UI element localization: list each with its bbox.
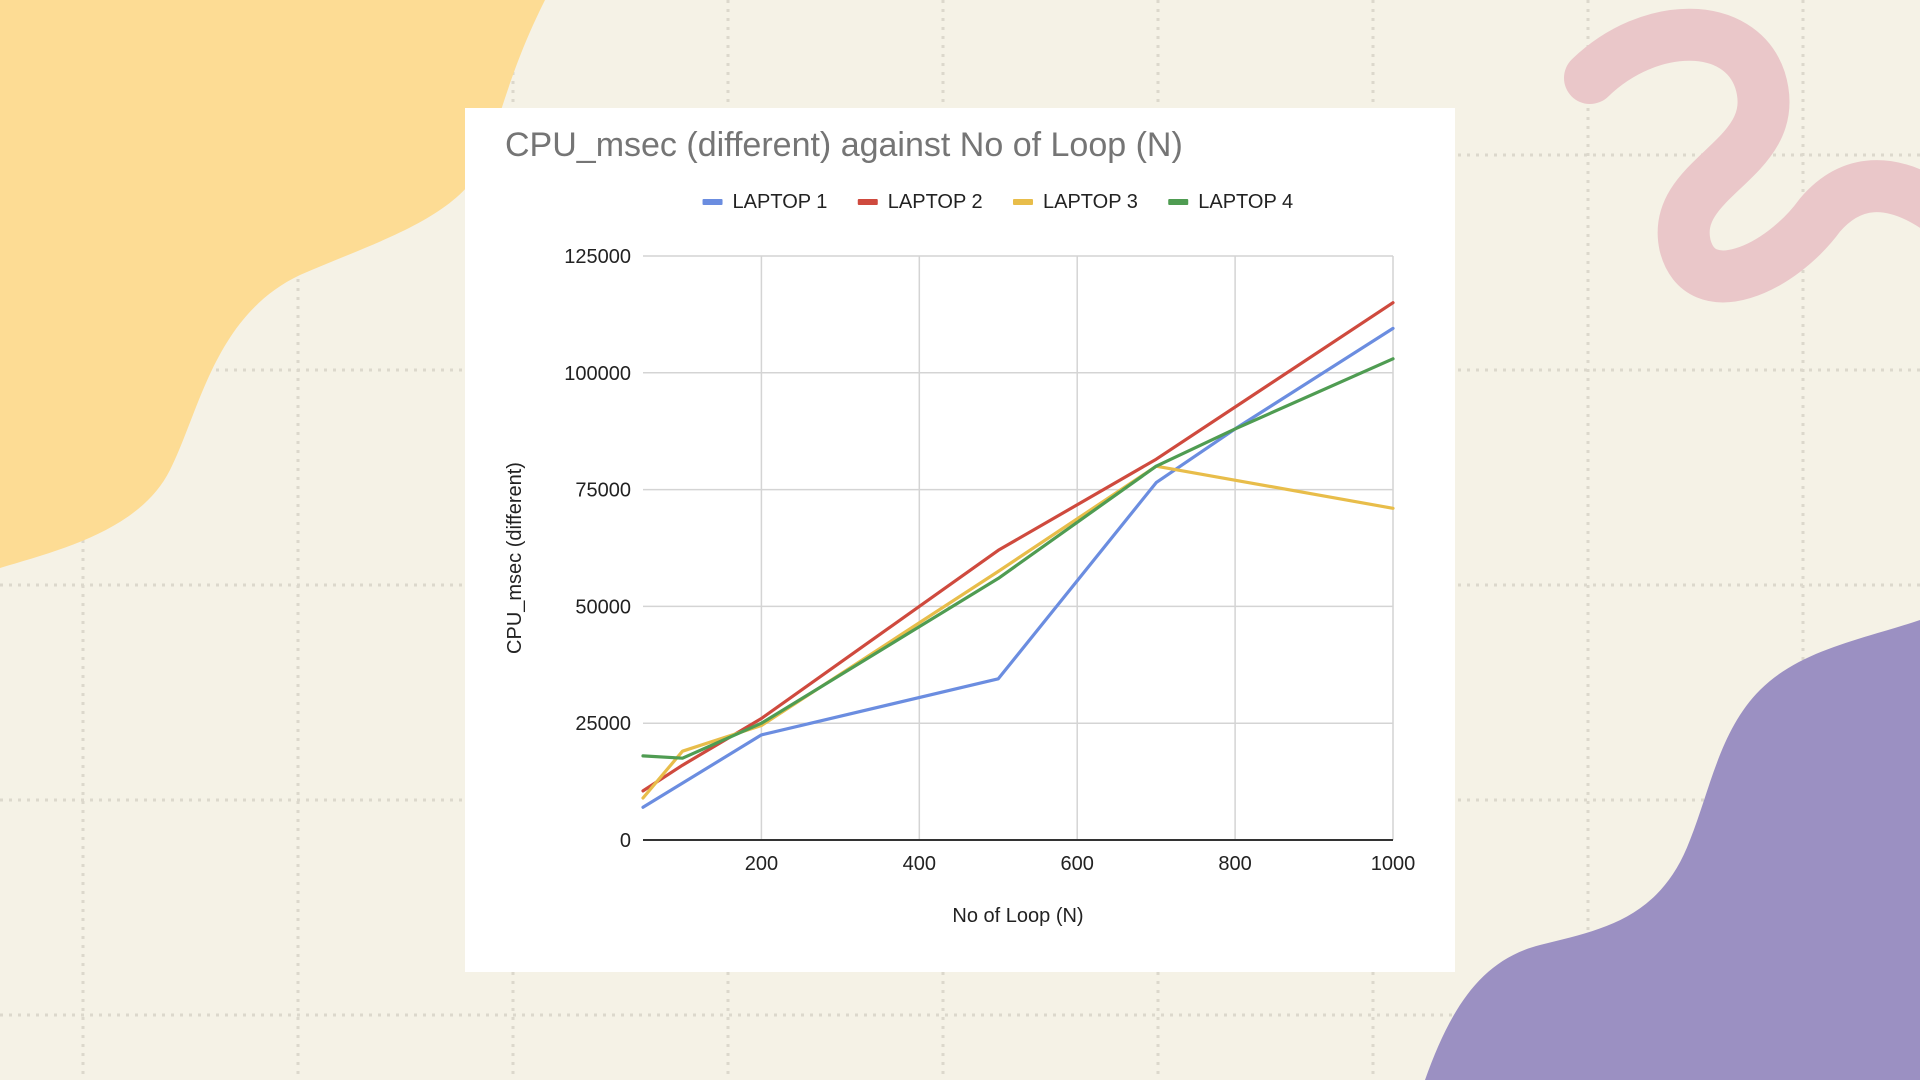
x-tick-label: 1000 [1371, 853, 1416, 875]
series-line-laptop-1 [641, 326, 1395, 809]
series-line-laptop-3 [641, 464, 1395, 800]
chart-gridlines [643, 255, 1394, 840]
chart-card: CPU_msec (different) against No of Loop … [465, 108, 1455, 972]
y-tick-label: 125000 [564, 246, 631, 268]
legend-label: LAPTOP 4 [1198, 191, 1293, 213]
legend-label: LAPTOP 1 [733, 191, 828, 213]
series-line-laptop-2 [641, 301, 1395, 793]
legend-swatch [1168, 199, 1189, 205]
chart-series-layer [641, 301, 1395, 809]
chart-legend: LAPTOP 1 LAPTOP 2 LAPTOP 3 LAPTOP 4 [702, 191, 1293, 213]
legend-swatch [702, 199, 723, 205]
legend-swatch [857, 199, 878, 205]
legend-item: LAPTOP 4 [1168, 191, 1293, 213]
purple-blob-shape [1425, 620, 1920, 1080]
y-tick-label: 0 [620, 830, 631, 852]
x-tick-label: 200 [745, 853, 778, 875]
x-tick-label: 400 [903, 853, 936, 875]
y-axis-title: CPU_msec (different) [504, 462, 526, 654]
legend-item: LAPTOP 1 [702, 191, 828, 213]
legend-label: LAPTOP 3 [1043, 191, 1138, 213]
y-tick-label: 25000 [575, 713, 631, 735]
x-tick-label: 600 [1061, 853, 1094, 875]
y-tick-label: 100000 [564, 363, 631, 385]
legend-item: LAPTOP 3 [1013, 191, 1138, 213]
y-tick-label: 50000 [575, 596, 631, 618]
legend-label: LAPTOP 2 [888, 191, 983, 213]
y-tick-label: 75000 [575, 480, 631, 502]
x-axis-title: No of Loop (N) [952, 905, 1083, 927]
chart-title: CPU_msec (different) against No of Loop … [505, 126, 1183, 164]
series-line-laptop-4 [641, 357, 1395, 760]
x-tick-label: 800 [1218, 853, 1251, 875]
pink-squiggle-shape [1564, 8, 1920, 303]
line-chart: 0 25000 50000 75000 100000 125000 200 400 600 800… [504, 191, 1415, 927]
yellow-blob-shape [0, 0, 545, 568]
legend-swatch [1013, 199, 1033, 205]
legend-item: LAPTOP 2 [857, 191, 983, 213]
chart-axes: 0 25000 50000 75000 100000 125000 200 400 600 800… [564, 246, 1415, 875]
